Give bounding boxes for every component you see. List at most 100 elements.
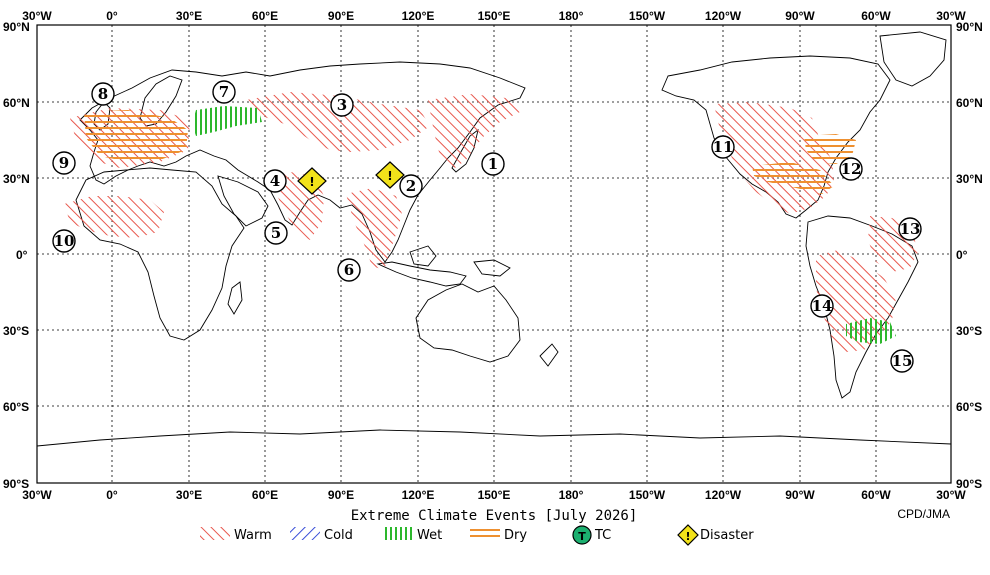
lon-tick: 30°E bbox=[176, 488, 202, 502]
lat-tick: 90°N bbox=[3, 20, 30, 34]
legend: Warm Cold Wet Dry T TC ! Disaster bbox=[200, 524, 754, 546]
lat-tick: 30°N bbox=[956, 172, 983, 186]
lon-tick: 120°W bbox=[705, 488, 742, 502]
legend-item-dry: Dry bbox=[470, 527, 527, 543]
svg-text:10: 10 bbox=[54, 232, 75, 250]
svg-text:Cold: Cold bbox=[324, 528, 353, 543]
event-label: 6 bbox=[337, 258, 361, 282]
svg-text:7: 7 bbox=[219, 83, 229, 101]
lat-tick: 30°N bbox=[3, 172, 30, 186]
lat-tick: 60°N bbox=[956, 96, 983, 110]
lon-tick: 30°E bbox=[176, 9, 202, 23]
landmass-antarctica bbox=[36, 429, 952, 447]
svg-text:8: 8 bbox=[98, 85, 108, 103]
svg-text:5: 5 bbox=[271, 224, 281, 242]
warm-area-west-africa bbox=[64, 196, 164, 238]
landmass-madagascar bbox=[227, 281, 243, 315]
lon-tick: 180° bbox=[559, 488, 584, 502]
lon-ticks-bottom: 30°W 0° 30°E 60°E 90°E 120°E 150°E 180° … bbox=[22, 488, 966, 502]
lon-tick: 30°W bbox=[22, 9, 52, 23]
event-label: 8 bbox=[91, 82, 115, 106]
lat-tick: 90°N bbox=[956, 20, 983, 34]
lon-tick: 30°W bbox=[22, 488, 52, 502]
disaster-markers: ! ! bbox=[297, 161, 405, 195]
warm-area-central-asia bbox=[246, 92, 430, 152]
wet-area-south-america bbox=[846, 318, 896, 344]
svg-text:!: ! bbox=[387, 169, 392, 183]
svg-text:Dry: Dry bbox=[504, 528, 527, 543]
lat-tick: 60°S bbox=[3, 400, 29, 414]
svg-text:Wet: Wet bbox=[417, 528, 442, 543]
lon-tick: 120°W bbox=[705, 9, 742, 23]
svg-text:2: 2 bbox=[406, 177, 416, 195]
lon-tick: 0° bbox=[106, 9, 118, 23]
lon-tick: 30°W bbox=[936, 488, 966, 502]
svg-text:!: ! bbox=[309, 175, 314, 189]
landmass-borneo bbox=[409, 245, 437, 267]
lat-tick: 0° bbox=[956, 248, 968, 262]
svg-text:12: 12 bbox=[841, 160, 862, 178]
legend-item-disaster: ! Disaster bbox=[677, 524, 754, 546]
lon-tick: 60°E bbox=[252, 488, 278, 502]
lon-tick: 90°W bbox=[785, 488, 815, 502]
event-areas bbox=[64, 92, 918, 352]
landmass-arabia bbox=[217, 175, 269, 227]
lon-tick: 120°E bbox=[402, 488, 435, 502]
lon-ticks-top: 30°W 0° 30°E 60°E 90°E 120°E 150°E 180° … bbox=[22, 9, 966, 23]
warm-area-east-asia bbox=[428, 94, 520, 170]
svg-text:!: ! bbox=[685, 530, 690, 543]
lon-tick: 180° bbox=[559, 9, 584, 23]
lon-tick: 150°E bbox=[478, 488, 511, 502]
lat-tick: 0° bbox=[16, 248, 28, 262]
svg-text:14: 14 bbox=[812, 297, 833, 315]
lat-ticks-left: 90°N 60°N 30°N 0° 30°S 60°S 90°S bbox=[3, 20, 30, 491]
lat-ticks-right: 90°N 60°N 30°N 0° 30°S 60°S 90°S bbox=[956, 20, 983, 491]
landmass-new-zealand bbox=[539, 343, 559, 367]
lat-tick: 60°S bbox=[956, 400, 982, 414]
lon-tick: 150°E bbox=[478, 9, 511, 23]
event-label: 7 bbox=[212, 80, 236, 104]
lon-tick: 30°W bbox=[936, 9, 966, 23]
lat-tick: 60°N bbox=[3, 96, 30, 110]
lat-tick: 90°S bbox=[3, 477, 29, 491]
lon-tick: 90°E bbox=[328, 9, 354, 23]
svg-text:Disaster: Disaster bbox=[700, 528, 754, 543]
svg-text:3: 3 bbox=[337, 96, 347, 114]
tc-icon bbox=[572, 525, 592, 545]
landmass-new-guinea bbox=[473, 259, 511, 277]
event-label: 10 bbox=[52, 229, 76, 253]
event-label: 9 bbox=[52, 151, 76, 175]
disaster-icon bbox=[677, 524, 699, 546]
event-label: 1 bbox=[481, 152, 505, 176]
lon-tick: 150°W bbox=[629, 9, 666, 23]
lat-tick: 30°S bbox=[3, 324, 29, 338]
svg-text:9: 9 bbox=[59, 154, 69, 172]
svg-text:13: 13 bbox=[900, 220, 921, 238]
landmass-greenland bbox=[879, 31, 947, 87]
landmass-australia bbox=[415, 283, 521, 363]
legend-item-wet: Wet bbox=[383, 527, 442, 543]
lon-tick: 0° bbox=[106, 488, 118, 502]
svg-text:15: 15 bbox=[892, 352, 913, 370]
event-label: 14 bbox=[810, 294, 834, 318]
lon-tick: 60°W bbox=[861, 488, 891, 502]
event-label: 12 bbox=[839, 157, 863, 181]
landmass-maritime bbox=[376, 261, 467, 287]
lat-tick: 30°S bbox=[956, 324, 982, 338]
wet-area-eastern-europe bbox=[192, 106, 262, 136]
event-label: 15 bbox=[890, 349, 914, 373]
lon-tick: 150°W bbox=[629, 488, 666, 502]
warm-area-southeast-asia bbox=[346, 188, 402, 270]
dry-area-north-america-northeast bbox=[804, 134, 856, 164]
svg-text:4: 4 bbox=[270, 172, 280, 190]
event-label: 11 bbox=[711, 135, 735, 159]
landmass-africa bbox=[75, 167, 245, 341]
disaster-marker-south-asia: ! bbox=[297, 167, 327, 195]
lon-tick: 60°E bbox=[252, 9, 278, 23]
legend-item-cold: Cold bbox=[290, 527, 353, 543]
dry-area-north-america-south bbox=[752, 162, 834, 194]
lon-tick: 120°E bbox=[402, 9, 435, 23]
event-label: 2 bbox=[399, 174, 423, 198]
dry-area-europe bbox=[84, 110, 188, 162]
